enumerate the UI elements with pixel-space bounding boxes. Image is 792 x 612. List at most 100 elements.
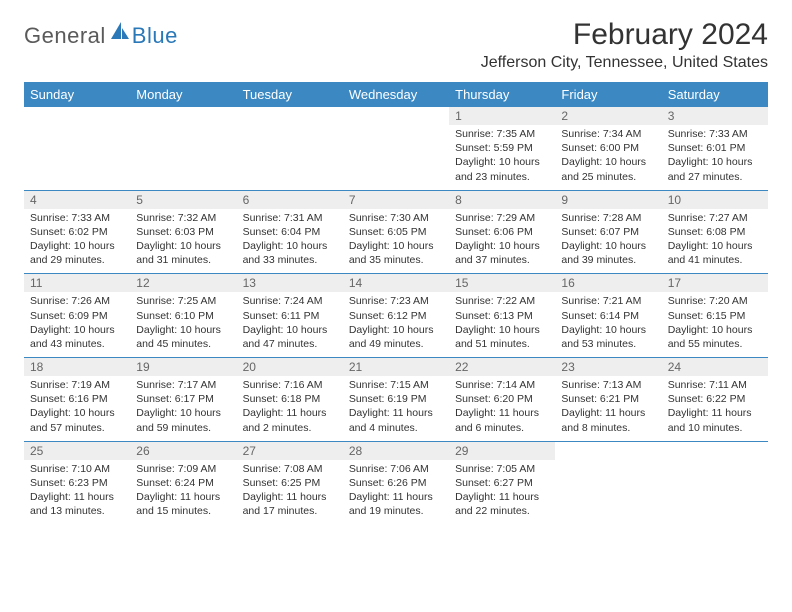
day-number: 8 [449, 191, 555, 209]
sunrise-line: Sunrise: 7:13 AM [561, 378, 655, 392]
day-body: Sunrise: 7:27 AMSunset: 6:08 PMDaylight:… [662, 209, 768, 274]
day-header: Thursday [449, 82, 555, 107]
day-number [662, 442, 768, 460]
day-header: Monday [130, 82, 236, 107]
daylight-line: Daylight: 10 hours and 23 minutes. [455, 155, 549, 183]
day-body: Sunrise: 7:28 AMSunset: 6:07 PMDaylight:… [555, 209, 661, 274]
calendar-cell: 3Sunrise: 7:33 AMSunset: 6:01 PMDaylight… [662, 107, 768, 190]
day-body: Sunrise: 7:33 AMSunset: 6:02 PMDaylight:… [24, 209, 130, 274]
sunset-line: Sunset: 6:17 PM [136, 392, 230, 406]
calendar-cell: 25Sunrise: 7:10 AMSunset: 6:23 PMDayligh… [24, 441, 130, 524]
daylight-line: Daylight: 11 hours and 13 minutes. [30, 490, 124, 518]
sunset-line: Sunset: 6:25 PM [243, 476, 337, 490]
sunrise-line: Sunrise: 7:20 AM [668, 294, 762, 308]
sunrise-line: Sunrise: 7:35 AM [455, 127, 549, 141]
daylight-line: Daylight: 10 hours and 49 minutes. [349, 323, 443, 351]
day-body: Sunrise: 7:22 AMSunset: 6:13 PMDaylight:… [449, 292, 555, 357]
sunset-line: Sunset: 6:11 PM [243, 309, 337, 323]
daylight-line: Daylight: 10 hours and 43 minutes. [30, 323, 124, 351]
calendar-cell: 2Sunrise: 7:34 AMSunset: 6:00 PMDaylight… [555, 107, 661, 190]
calendar-cell: 11Sunrise: 7:26 AMSunset: 6:09 PMDayligh… [24, 274, 130, 358]
calendar-cell: 17Sunrise: 7:20 AMSunset: 6:15 PMDayligh… [662, 274, 768, 358]
calendar-body: 1Sunrise: 7:35 AMSunset: 5:59 PMDaylight… [24, 107, 768, 524]
calendar-cell: 24Sunrise: 7:11 AMSunset: 6:22 PMDayligh… [662, 358, 768, 442]
daylight-line: Daylight: 11 hours and 6 minutes. [455, 406, 549, 434]
day-number: 13 [237, 274, 343, 292]
sunset-line: Sunset: 6:26 PM [349, 476, 443, 490]
calendar-cell: 7Sunrise: 7:30 AMSunset: 6:05 PMDaylight… [343, 190, 449, 274]
daylight-line: Daylight: 10 hours and 39 minutes. [561, 239, 655, 267]
sunset-line: Sunset: 6:27 PM [455, 476, 549, 490]
day-number: 14 [343, 274, 449, 292]
daylight-line: Daylight: 10 hours and 57 minutes. [30, 406, 124, 434]
day-number [24, 107, 130, 125]
sunset-line: Sunset: 6:15 PM [668, 309, 762, 323]
day-number: 9 [555, 191, 661, 209]
sunset-line: Sunset: 5:59 PM [455, 141, 549, 155]
day-body: Sunrise: 7:33 AMSunset: 6:01 PMDaylight:… [662, 125, 768, 190]
day-body: Sunrise: 7:10 AMSunset: 6:23 PMDaylight:… [24, 460, 130, 525]
day-body: Sunrise: 7:24 AMSunset: 6:11 PMDaylight:… [237, 292, 343, 357]
sunset-line: Sunset: 6:08 PM [668, 225, 762, 239]
logo-text-general: General [24, 23, 106, 49]
daylight-line: Daylight: 10 hours and 55 minutes. [668, 323, 762, 351]
calendar-cell: 13Sunrise: 7:24 AMSunset: 6:11 PMDayligh… [237, 274, 343, 358]
sunrise-line: Sunrise: 7:11 AM [668, 378, 762, 392]
calendar-cell: 22Sunrise: 7:14 AMSunset: 6:20 PMDayligh… [449, 358, 555, 442]
sunrise-line: Sunrise: 7:26 AM [30, 294, 124, 308]
calendar-row: 25Sunrise: 7:10 AMSunset: 6:23 PMDayligh… [24, 441, 768, 524]
day-number: 27 [237, 442, 343, 460]
calendar-row: 18Sunrise: 7:19 AMSunset: 6:16 PMDayligh… [24, 358, 768, 442]
sunrise-line: Sunrise: 7:06 AM [349, 462, 443, 476]
day-number: 10 [662, 191, 768, 209]
calendar-cell: 14Sunrise: 7:23 AMSunset: 6:12 PMDayligh… [343, 274, 449, 358]
daylight-line: Daylight: 10 hours and 29 minutes. [30, 239, 124, 267]
calendar-cell: 26Sunrise: 7:09 AMSunset: 6:24 PMDayligh… [130, 441, 236, 524]
day-number [555, 442, 661, 460]
calendar-cell: 21Sunrise: 7:15 AMSunset: 6:19 PMDayligh… [343, 358, 449, 442]
day-header: Tuesday [237, 82, 343, 107]
sunrise-line: Sunrise: 7:31 AM [243, 211, 337, 225]
sunset-line: Sunset: 6:00 PM [561, 141, 655, 155]
day-header: Sunday [24, 82, 130, 107]
calendar-cell: 29Sunrise: 7:05 AMSunset: 6:27 PMDayligh… [449, 441, 555, 524]
sunrise-line: Sunrise: 7:09 AM [136, 462, 230, 476]
calendar-cell: 8Sunrise: 7:29 AMSunset: 6:06 PMDaylight… [449, 190, 555, 274]
day-header: Saturday [662, 82, 768, 107]
sunset-line: Sunset: 6:09 PM [30, 309, 124, 323]
daylight-line: Daylight: 10 hours and 31 minutes. [136, 239, 230, 267]
calendar-cell [555, 441, 661, 524]
calendar-row: 11Sunrise: 7:26 AMSunset: 6:09 PMDayligh… [24, 274, 768, 358]
sunrise-line: Sunrise: 7:32 AM [136, 211, 230, 225]
sunrise-line: Sunrise: 7:27 AM [668, 211, 762, 225]
calendar-row: 4Sunrise: 7:33 AMSunset: 6:02 PMDaylight… [24, 190, 768, 274]
day-body: Sunrise: 7:30 AMSunset: 6:05 PMDaylight:… [343, 209, 449, 274]
sunrise-line: Sunrise: 7:14 AM [455, 378, 549, 392]
day-number: 29 [449, 442, 555, 460]
day-number: 2 [555, 107, 661, 125]
daylight-line: Daylight: 10 hours and 27 minutes. [668, 155, 762, 183]
calendar-cell: 4Sunrise: 7:33 AMSunset: 6:02 PMDaylight… [24, 190, 130, 274]
sunset-line: Sunset: 6:04 PM [243, 225, 337, 239]
day-number: 12 [130, 274, 236, 292]
daylight-line: Daylight: 11 hours and 8 minutes. [561, 406, 655, 434]
day-number: 25 [24, 442, 130, 460]
sunset-line: Sunset: 6:01 PM [668, 141, 762, 155]
day-header: Wednesday [343, 82, 449, 107]
day-number [343, 107, 449, 125]
sunrise-line: Sunrise: 7:15 AM [349, 378, 443, 392]
daylight-line: Daylight: 10 hours and 53 minutes. [561, 323, 655, 351]
sunrise-line: Sunrise: 7:24 AM [243, 294, 337, 308]
calendar-cell [343, 107, 449, 190]
day-body: Sunrise: 7:32 AMSunset: 6:03 PMDaylight:… [130, 209, 236, 274]
day-body: Sunrise: 7:14 AMSunset: 6:20 PMDaylight:… [449, 376, 555, 441]
daylight-line: Daylight: 10 hours and 33 minutes. [243, 239, 337, 267]
sunset-line: Sunset: 6:18 PM [243, 392, 337, 406]
day-header-row: SundayMondayTuesdayWednesdayThursdayFrid… [24, 82, 768, 107]
header: General Blue February 2024 Jefferson Cit… [24, 18, 768, 72]
sunset-line: Sunset: 6:24 PM [136, 476, 230, 490]
sunrise-line: Sunrise: 7:25 AM [136, 294, 230, 308]
daylight-line: Daylight: 10 hours and 51 minutes. [455, 323, 549, 351]
sunset-line: Sunset: 6:23 PM [30, 476, 124, 490]
day-number: 18 [24, 358, 130, 376]
